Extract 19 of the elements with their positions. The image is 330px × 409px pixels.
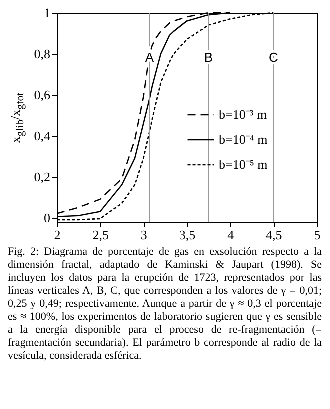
y-tick-label: 0,8 xyxy=(34,46,50,62)
y-tick-label: 0,4 xyxy=(34,128,51,144)
x-tick-label: 2 xyxy=(54,228,61,242)
y-tick-label: 1 xyxy=(44,6,50,20)
x-tick-label: 3 xyxy=(140,228,148,242)
x-tick-label: 4 xyxy=(228,228,235,242)
legend-label: b=10⁻³ m xyxy=(219,107,268,122)
y-tick-label: 0,2 xyxy=(34,169,50,184)
ref-line-label: C xyxy=(268,50,278,66)
y-tick-label: 0 xyxy=(44,210,50,226)
x-tick-label: 5 xyxy=(314,228,321,242)
x-tick-label: 4,5 xyxy=(266,228,282,242)
x-tick-label: 3,5 xyxy=(179,228,196,242)
y-tick-label: 0,6 xyxy=(34,87,51,102)
text: Fig. 2: Diagrama de porcentaje de gas en exsolución respecto a la dimensión fractal, adaptado de Kaminski & Jaupart (1998). Se incluyen los datos para la erupción de 1723, representados por las líneas verticales A, B, C, que corresponden a los valores de γ = 0,01; 0,25 y 0,49; respectivamente. Aunque a partir de γ ≈ 0,3 el porcentaje es ≈ 100%, los experimentos de laboratorio sugieren que γ es sensible a la energía disponible para el proceso de re-fragmentación (= fragmentación secundaria). El parámetro b corresponde al radio de la vesícula, considerada esférica. xyxy=(8,246,322,362)
legend-label: b=10⁻⁵ m xyxy=(219,157,268,172)
legend-label: b=10⁻⁴ m xyxy=(219,132,268,147)
x-tick-label: 2,5 xyxy=(92,228,109,242)
ref-line-label: B xyxy=(204,50,214,66)
